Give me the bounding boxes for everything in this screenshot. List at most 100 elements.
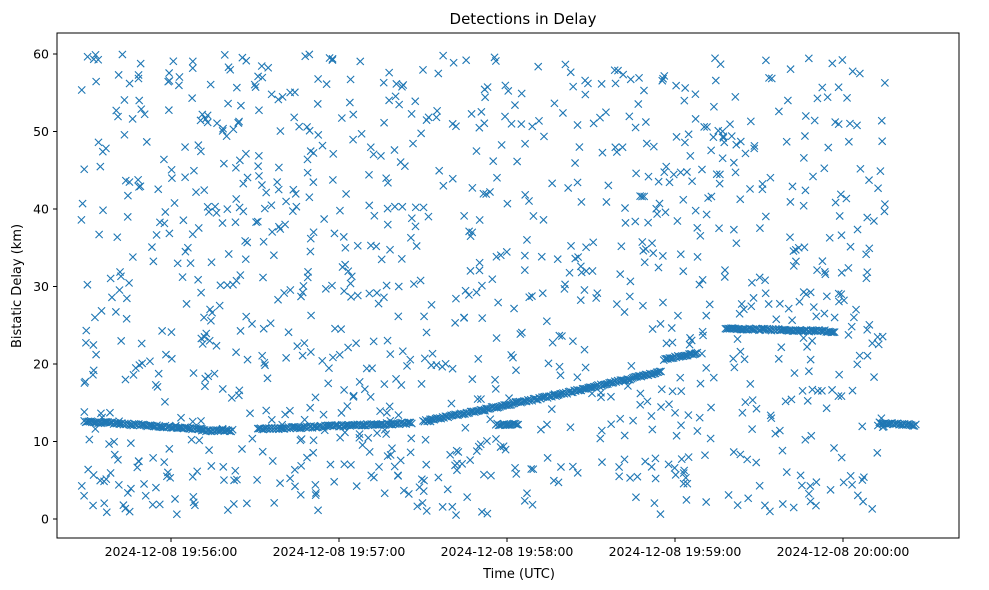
data-point (581, 90, 590, 99)
data-point (686, 333, 695, 342)
data-point (125, 507, 134, 516)
data-point (305, 126, 314, 135)
data-point (504, 86, 513, 95)
data-point (687, 336, 696, 345)
data-point (243, 238, 252, 247)
data-point (679, 267, 688, 276)
data-point (270, 498, 279, 507)
data-point (806, 288, 815, 297)
data-point (274, 185, 283, 194)
data-point (601, 380, 609, 389)
data-point (479, 470, 488, 479)
data-point (837, 231, 846, 240)
data-point (257, 181, 266, 190)
data-point (313, 99, 322, 108)
data-point (693, 223, 702, 232)
data-point (325, 54, 334, 62)
data-point (260, 358, 269, 367)
data-point (557, 332, 566, 341)
data-point (477, 507, 486, 516)
data-point (573, 178, 582, 187)
data-point (615, 472, 624, 481)
data-point (835, 211, 844, 220)
data-point (510, 304, 519, 313)
data-point (365, 447, 374, 456)
data-point (621, 204, 630, 213)
data-point (837, 392, 846, 401)
data-point (219, 462, 228, 471)
data-point (650, 499, 659, 508)
data-point (677, 421, 686, 430)
data-point (517, 89, 526, 98)
data-point (624, 375, 633, 384)
data-point (727, 132, 736, 141)
data-point (755, 273, 764, 282)
data-point (868, 339, 877, 348)
data-point (447, 399, 456, 408)
data-point (406, 233, 415, 242)
data-point (298, 351, 307, 360)
data-point (230, 476, 239, 485)
data-point (593, 289, 602, 298)
data-point (512, 420, 521, 429)
data-point (278, 92, 287, 101)
y-axis-label: Bistatic Delay (km) (10, 224, 25, 348)
data-point (658, 298, 667, 307)
data-point (569, 82, 578, 91)
data-point (198, 110, 207, 119)
data-point (863, 325, 872, 334)
data-point (774, 354, 783, 363)
data-point (549, 476, 558, 485)
data-point (846, 471, 855, 480)
data-point (514, 420, 523, 429)
y-tick-label: 60 (33, 47, 49, 62)
data-point (212, 208, 221, 217)
data-point (118, 50, 127, 59)
data-point (626, 277, 635, 286)
data-point (665, 178, 674, 187)
data-point (696, 379, 705, 388)
data-point (293, 342, 302, 351)
data-point (482, 436, 491, 445)
data-point (520, 251, 529, 260)
data-point (529, 465, 538, 474)
data-point (420, 354, 429, 363)
data-point (125, 278, 134, 287)
data-point (197, 416, 205, 425)
data-point (789, 261, 798, 270)
data-point (399, 486, 408, 495)
data-point (636, 192, 645, 201)
data-point (77, 481, 86, 490)
data-point (386, 416, 395, 425)
data-point (252, 218, 261, 227)
data-point (258, 351, 267, 360)
data-point (100, 499, 109, 508)
data-point (369, 150, 378, 159)
data-point (114, 70, 123, 79)
data-point (654, 263, 663, 272)
data-point (496, 251, 505, 260)
data-point (182, 299, 191, 308)
data-point (844, 137, 853, 146)
data-point (383, 336, 392, 345)
data-point (568, 337, 577, 346)
data-point (767, 74, 776, 83)
data-point (774, 107, 783, 116)
data-point (657, 385, 666, 394)
data-point (219, 476, 228, 485)
data-point (639, 86, 648, 95)
data-point (760, 501, 769, 510)
data-point (806, 481, 815, 490)
data-point (855, 69, 864, 78)
data-point (164, 77, 173, 86)
data-point (186, 424, 195, 433)
data-point (718, 154, 727, 163)
data-point (555, 362, 564, 371)
data-point (276, 127, 285, 136)
data-point (284, 328, 293, 337)
plot-area (56, 32, 960, 539)
data-point (620, 431, 629, 440)
data-point (385, 68, 394, 77)
data-point (729, 448, 738, 457)
data-point (543, 420, 552, 429)
